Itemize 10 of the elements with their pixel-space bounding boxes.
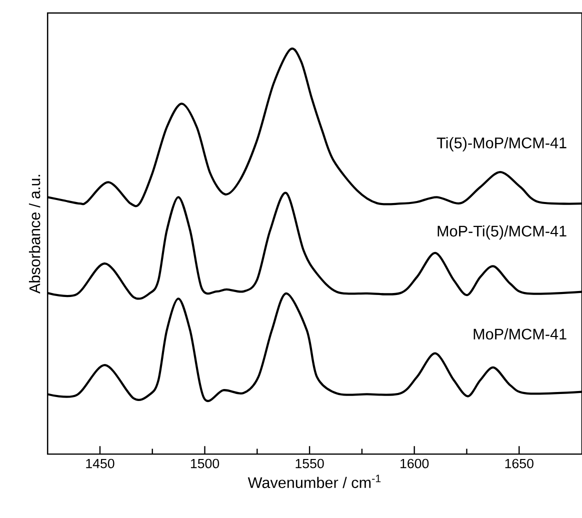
x-tick-label: 1550 [296,458,324,468]
x-axis-title: Wavenumber / cm$^{-1}$ [248,474,381,488]
y-axis-title: Absorbance / a.u. [28,174,40,294]
x-tick-label: 1500 [190,458,220,468]
series-label: Ti(5)-MoP/MCM-41 [436,137,566,152]
x-tick-label: 1650 [505,458,534,468]
series-label: MoP-Ti(5)/MCM-41 [438,225,566,240]
x-tick-label: 1450 [86,458,114,468]
text: MoP/MCM-41 [474,328,566,340]
x-tick-label: 1600 [400,458,429,468]
